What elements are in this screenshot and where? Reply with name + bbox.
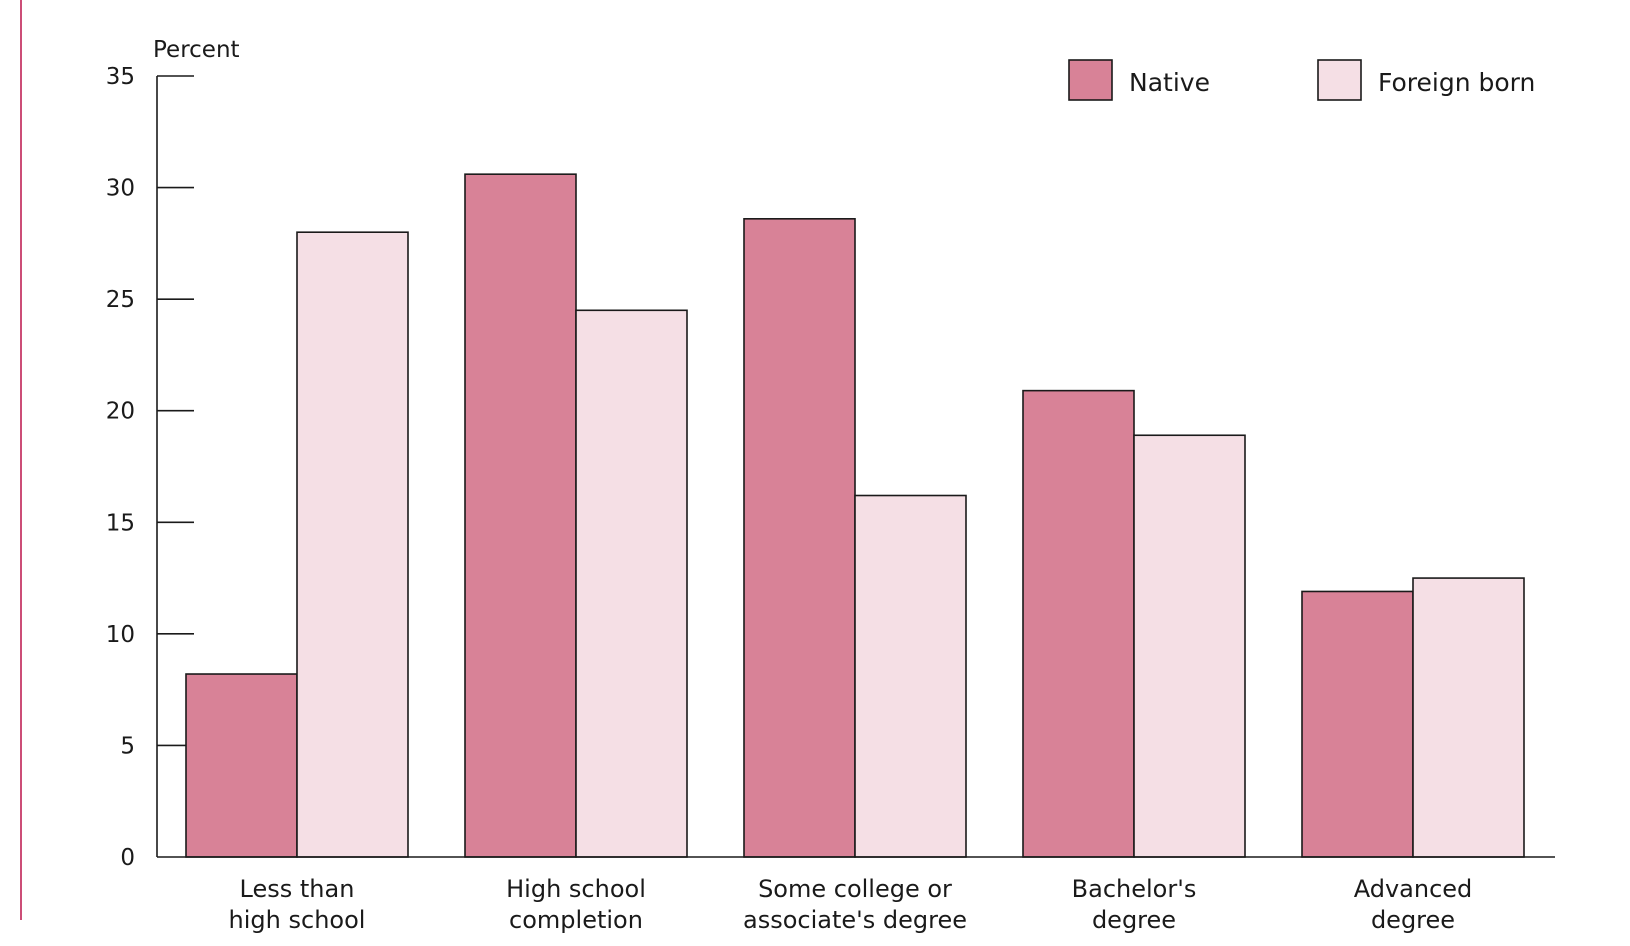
y-tick-label: 5 bbox=[120, 733, 135, 759]
bars bbox=[185, 173, 1525, 858]
bar-native bbox=[1301, 590, 1414, 858]
legend-swatch bbox=[1317, 59, 1362, 101]
bar-foreign-born bbox=[296, 231, 409, 858]
y-axis-title: Percent bbox=[153, 37, 240, 63]
page-border bbox=[20, 0, 22, 920]
y-tick-label: 0 bbox=[120, 845, 135, 871]
legend: Native Foreign born bbox=[1068, 59, 1535, 101]
y-tick-label: 15 bbox=[106, 510, 135, 536]
x-category-label: degree bbox=[1092, 906, 1176, 934]
bar-foreign-born bbox=[575, 309, 688, 858]
bar-native bbox=[1022, 389, 1135, 858]
legend-swatch bbox=[1068, 59, 1113, 101]
bar-foreign-born bbox=[1133, 434, 1246, 858]
x-category-label: High school bbox=[506, 875, 646, 903]
legend-label: Foreign born bbox=[1378, 68, 1535, 97]
bar-native bbox=[185, 673, 298, 858]
y-tick-label: 35 bbox=[106, 64, 135, 90]
bar-native bbox=[743, 218, 856, 858]
x-category-label: associate's degree bbox=[743, 906, 967, 934]
x-category-label: high school bbox=[229, 906, 366, 934]
x-axis: Less than high school High school completio… bbox=[157, 856, 1555, 934]
x-category-label: Advanced bbox=[1354, 875, 1473, 903]
x-category-label: degree bbox=[1371, 906, 1455, 934]
y-tick-label: 25 bbox=[106, 287, 135, 313]
y-tick-label: 10 bbox=[106, 622, 135, 648]
y-tick-label: 30 bbox=[106, 176, 135, 202]
legend-label: Native bbox=[1129, 68, 1210, 97]
bar-native bbox=[464, 173, 577, 858]
y-axis: 0 5 10 15 20 25 30 35 bbox=[106, 64, 194, 871]
bar-foreign-born bbox=[854, 494, 967, 858]
bar-foreign-born bbox=[1412, 577, 1525, 858]
y-tick-label: 20 bbox=[106, 399, 135, 425]
x-category-label: completion bbox=[509, 906, 643, 934]
x-category-label: Less than bbox=[240, 875, 355, 903]
x-category-label: Some college or bbox=[758, 875, 952, 903]
x-category-label: Bachelor's bbox=[1072, 875, 1197, 903]
